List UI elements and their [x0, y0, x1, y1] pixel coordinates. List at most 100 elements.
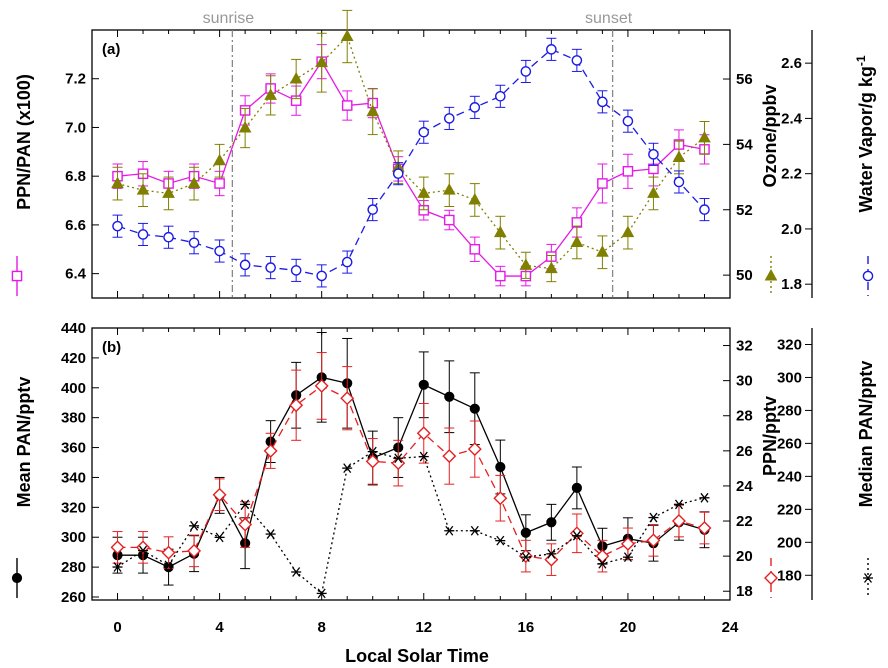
data-point: [495, 91, 506, 102]
data-point: [545, 261, 558, 274]
data-point: [520, 552, 531, 563]
data-point: [111, 176, 124, 189]
asterisk-stroke: [343, 463, 352, 474]
asterisk-stroke: [496, 535, 505, 546]
x-axis-title: Local Solar Time: [345, 646, 489, 666]
right2-tick-label: 2.6: [781, 55, 802, 72]
data-point: [342, 463, 353, 474]
left-tick-label: 400: [61, 380, 86, 397]
asterisk-stroke: [241, 499, 250, 510]
data-point: [520, 66, 532, 77]
data-point: [315, 55, 329, 68]
right2-axis-title-text: Median PAN/pptv: [856, 361, 876, 508]
right1-tick-label: 52: [736, 202, 753, 219]
data-point: [110, 540, 125, 555]
data-point: [468, 192, 482, 205]
data-point: [163, 560, 174, 571]
data-point: [544, 552, 559, 567]
data-point: [495, 535, 506, 546]
data-point: [112, 562, 123, 572]
series-line: [117, 48, 705, 277]
left-tick-label: 260: [61, 589, 86, 606]
event-label: sunset: [585, 10, 633, 27]
right2-tick-label: 320: [777, 336, 802, 353]
series-line: [117, 450, 705, 595]
data-point: [697, 521, 712, 536]
asterisk-stroke: [674, 499, 683, 510]
data-point: [112, 220, 123, 232]
data-point: [367, 446, 378, 457]
data-point: [265, 529, 276, 539]
asterisk-stroke: [598, 558, 607, 569]
plot-frame: [91, 29, 731, 299]
right2-tick-label: 2.4: [781, 110, 803, 127]
panel-b: 260 280 300 320 340 360 380 400 420 440 18 20 22 24 26…: [11, 320, 876, 606]
data-point: [546, 548, 557, 559]
data-point: [238, 517, 253, 532]
data-point: [620, 536, 635, 551]
data-point: [648, 512, 659, 523]
right2-axis-title-sup: -1: [854, 55, 868, 66]
x-tick-label: 0: [113, 619, 121, 636]
data-point: [646, 533, 661, 548]
legend-marker: [764, 268, 778, 281]
data-point: [289, 71, 303, 84]
right1-tick-label: 20: [736, 548, 753, 565]
data-point: [214, 532, 225, 543]
data-point: [418, 379, 429, 390]
data-point: [314, 378, 329, 393]
data-point: [495, 270, 506, 282]
left-tick-label: 380: [61, 410, 86, 427]
data-point: [163, 231, 174, 243]
data-point: [264, 88, 277, 100]
right1-tick-label: 30: [736, 373, 753, 390]
asterisk-stroke: [521, 552, 530, 563]
right2-tick-label: 260: [777, 435, 802, 452]
panel-a: 6.4 6.6 6.8 7.0 7.2 50 52 54 56 1.8 2.0 2.2 2.4 2.6 su…: [11, 9, 876, 299]
data-point: [214, 178, 225, 189]
data-point: [698, 130, 711, 143]
data-point: [597, 558, 608, 569]
panel-label: (b): [102, 339, 121, 356]
right1-tick-label: 18: [736, 583, 753, 600]
asterisk-stroke: [292, 567, 301, 577]
asterisk-stroke: [394, 453, 403, 464]
x-tick-label: 20: [620, 619, 637, 636]
data-point: [469, 403, 480, 414]
data-point: [162, 186, 175, 198]
asterisk-stroke: [139, 545, 148, 556]
data-point: [240, 499, 251, 510]
right2-axis-title: Median PAN/pptv: [856, 361, 876, 508]
data-point: [493, 491, 508, 506]
x-tick-label: 8: [318, 619, 326, 636]
data-point: [316, 270, 327, 282]
data-point: [340, 391, 355, 406]
data-point: [187, 176, 201, 189]
data-point: [597, 178, 608, 189]
right2-tick-label: 300: [777, 369, 802, 386]
series-line: [117, 35, 705, 270]
data-point: [341, 100, 353, 111]
data-point: [291, 567, 302, 577]
legend-marker: [764, 571, 778, 585]
data-point: [571, 530, 582, 541]
data-point: [596, 245, 609, 257]
right1-axis-title: PPN/pptv: [760, 396, 780, 476]
data-point: [187, 543, 202, 558]
asterisk-stroke: [317, 588, 326, 599]
x-tick-label: 4: [215, 619, 224, 636]
data-point: [648, 149, 659, 160]
data-point: [416, 426, 431, 441]
data-point: [213, 153, 226, 166]
data-point: [621, 225, 635, 238]
data-point: [442, 183, 456, 195]
data-point: [290, 265, 302, 276]
left-tick-label: 440: [61, 320, 86, 337]
data-point: [622, 166, 634, 177]
data-point: [495, 461, 506, 473]
data-point: [444, 525, 455, 536]
left-tick-label: 300: [61, 529, 86, 546]
data-point: [569, 526, 584, 541]
data-point: [418, 451, 429, 462]
data-point: [469, 102, 481, 113]
